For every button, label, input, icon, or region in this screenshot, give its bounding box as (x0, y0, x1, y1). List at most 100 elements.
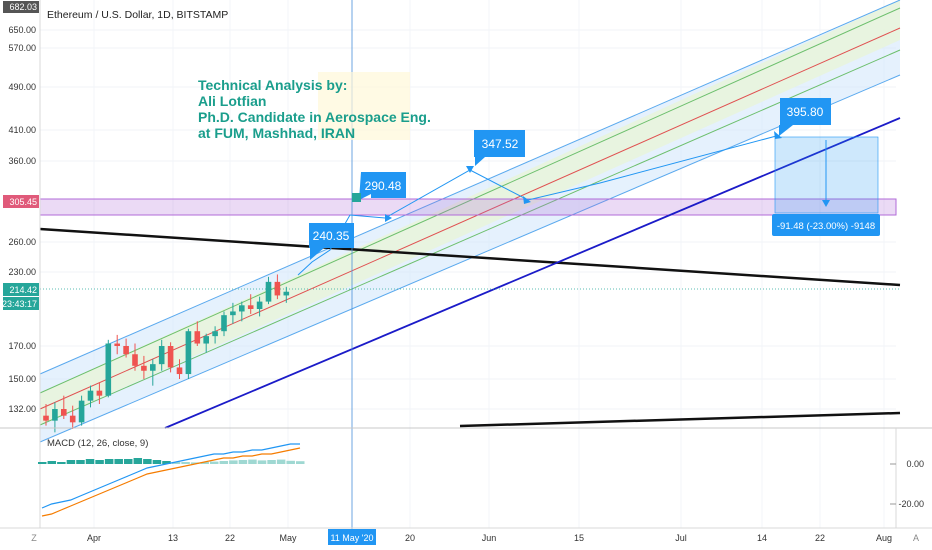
candle-body (221, 315, 227, 332)
candles (43, 274, 290, 433)
candle-body (194, 331, 201, 344)
macd-histogram-bar (276, 459, 286, 464)
candle-body (247, 305, 254, 309)
callout-240[interactable]: 240.35 (309, 223, 354, 260)
descending-trend-line (39, 227, 901, 287)
measure-label-box (772, 214, 880, 236)
measure-tool[interactable]: -91.48 (-23.00%) -9148 (772, 136, 880, 236)
macd-histogram-bar (171, 462, 181, 464)
candle-body (185, 331, 192, 375)
channel-upper-line (39, 0, 901, 375)
symbol-title[interactable]: Ethereum / U.S. Dollar, 1D, BITSTAMP (47, 9, 228, 21)
macd-line (41, 443, 300, 509)
channel-lower-line (39, 74, 901, 443)
candle-body (141, 365, 147, 371)
macd-histogram-bar (162, 461, 171, 464)
candle-body (212, 331, 218, 337)
macd-histogram-bar (238, 460, 248, 464)
price-tick-label: 260.00 (8, 237, 36, 247)
macd-histogram-bar (190, 462, 200, 464)
candle-body (203, 336, 209, 344)
macd-histogram-bar (143, 459, 152, 464)
price-tick-label: 650.00 (8, 25, 36, 35)
macd-histogram-bar (47, 461, 57, 464)
candle-body (256, 301, 263, 309)
macd-tick-label: 0.00 (906, 459, 924, 469)
macd-histogram-bar (152, 460, 162, 464)
price-tick-label: 490.00 (8, 82, 36, 92)
price-badge-label: 23:43:17 (2, 299, 37, 309)
macd-histogram-bar (248, 459, 257, 464)
callout-290[interactable]: 290.48 (352, 172, 406, 202)
candle-body (105, 343, 112, 396)
callout-395[interactable]: 395.80 (779, 98, 831, 136)
callout-label: 240.35 (313, 229, 350, 243)
callout-box (359, 172, 406, 200)
ascending-support-line (164, 117, 901, 429)
candle-body (230, 311, 236, 316)
candle-body (132, 354, 138, 366)
candle-body (52, 409, 58, 421)
macd-histogram-bar (76, 460, 85, 464)
callout-label: 347.52 (482, 137, 519, 151)
callout-box (779, 98, 831, 136)
log-scale-button[interactable]: Z (31, 533, 37, 543)
macd-histogram-bar (57, 462, 66, 464)
macd-histogram-bar (124, 459, 133, 464)
crosshair-date-label: 11 May '20 (330, 533, 373, 543)
time-tick-label: 22 (815, 533, 825, 543)
candle-body (61, 409, 67, 416)
price-badge-label: 214.42 (9, 285, 37, 295)
time-tick-label: Jun (482, 533, 497, 543)
green-marker (352, 193, 361, 202)
price-tick-label: 230.00 (8, 267, 36, 277)
macd-histogram-bar (267, 460, 276, 464)
callout-347[interactable]: 347.52 (474, 130, 525, 166)
candle-body (87, 390, 94, 401)
time-tick-label: Aug (876, 533, 892, 543)
channel-inner-lower-line (39, 49, 901, 426)
price-tick-label: 410.00 (8, 125, 36, 135)
macd-histogram-bar (200, 462, 209, 464)
candle-body (283, 291, 290, 296)
measure-arrow-head (822, 200, 830, 207)
time-tick-label: 20 (405, 533, 415, 543)
candle-body (176, 367, 183, 375)
note-line-1: Technical Analysis by: (198, 77, 347, 93)
price-labels: 682.03 305.45 214.42 23:43:17 (2, 1, 39, 310)
price-tick-label: 570.00 (8, 43, 36, 53)
price-badge (3, 297, 39, 310)
macd-histogram-bar (104, 459, 114, 464)
time-tick-label: 22 (225, 533, 235, 543)
arrow-head (523, 196, 531, 204)
regression-channel (39, 0, 901, 443)
candle-body (150, 364, 156, 371)
price-axis[interactable]: 650.00 570.00 490.00 410.00 360.00 260.00 230.… (8, 0, 41, 528)
time-tick-label: 14 (757, 533, 767, 543)
time-axis[interactable]: Apr 13 22 May 20 Jun 15 Jul 14 22 Aug (87, 533, 892, 543)
price-badge (3, 283, 39, 296)
channel-midline (39, 27, 901, 410)
crosshair-date-box (328, 529, 376, 545)
price-badge (3, 1, 39, 13)
callout-label: 395.80 (787, 105, 824, 119)
macd-histogram-bar (181, 462, 190, 464)
price-tick-label: 170.00 (8, 341, 36, 351)
candle-body (158, 346, 165, 365)
price-badge (3, 195, 39, 208)
time-tick-label: May (279, 533, 297, 543)
macd-histogram-bar (296, 461, 305, 464)
candle-body (114, 343, 120, 346)
macd-histogram-bar (95, 460, 104, 464)
auto-scale-button[interactable]: A (913, 533, 919, 543)
macd-histogram-bar (114, 459, 123, 464)
macd-pane[interactable]: MACD (12, 26, close, 9) (38, 438, 305, 517)
arrow-head (466, 166, 474, 173)
macd-histogram-bar (38, 462, 47, 464)
note-line-3: Ph.D. Candidate in Aerospace Eng. (198, 109, 431, 125)
macd-histogram-bar (133, 458, 143, 464)
analysis-note: Technical Analysis by: Ali Lotfian Ph.D.… (198, 72, 431, 141)
time-tick-label: 13 (168, 533, 178, 543)
macd-histogram-bar (66, 460, 76, 464)
